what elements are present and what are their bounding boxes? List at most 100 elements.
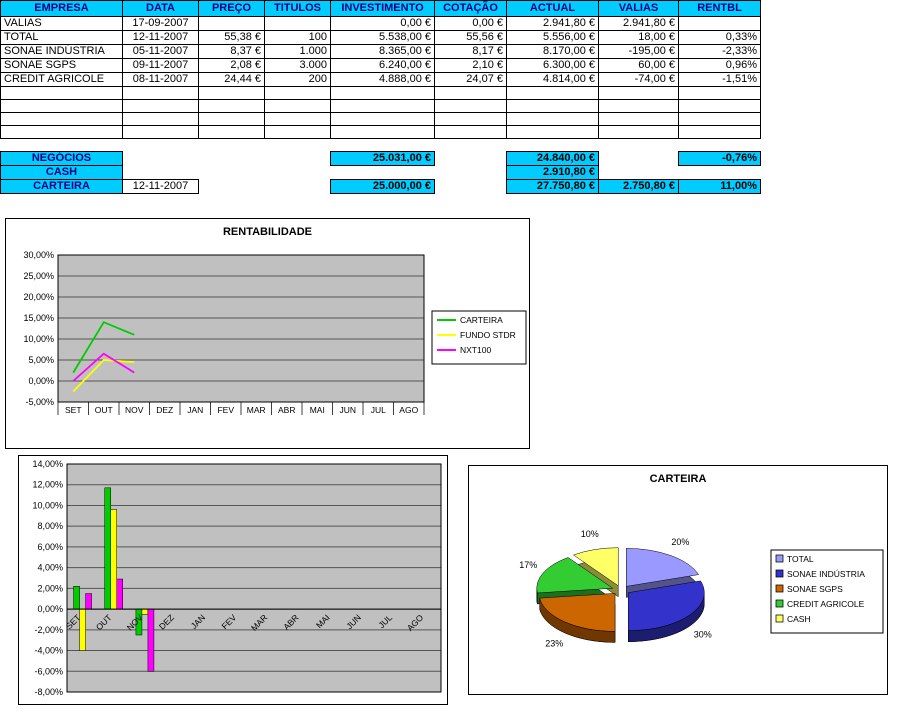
table-cell[interactable]	[264, 112, 331, 126]
table-cell[interactable]	[265, 166, 331, 180]
table-cell[interactable]	[506, 86, 599, 100]
monthly-returns-bar-chart[interactable]: -8,00% -6,00% -4,00% -2,00% 0,00% 2,00% 4,00% 6…	[18, 455, 448, 705]
table-cell[interactable]	[122, 99, 199, 113]
table-cell[interactable]	[264, 86, 331, 100]
table-cell[interactable]: 55,56 €	[434, 30, 507, 45]
table-cell[interactable]: 2.941,80 €	[506, 16, 599, 31]
table-cell[interactable]	[0, 86, 123, 100]
column-header[interactable]: RENTBL	[678, 0, 761, 17]
rentabilidade-line-chart[interactable]: RENTABILIDADE -5,00% 0,00% 5,00% 10,00% 15,0…	[5, 218, 530, 449]
table-cell[interactable]: 4.814,00 €	[506, 72, 599, 87]
table-cell[interactable]	[265, 180, 331, 194]
table-cell[interactable]	[598, 112, 679, 126]
table-cell[interactable]	[198, 112, 265, 126]
table-cell[interactable]	[434, 99, 507, 113]
table-cell[interactable]	[265, 152, 331, 166]
table-cell[interactable]: -74,00 €	[598, 72, 679, 87]
table-cell[interactable]	[122, 112, 199, 126]
table-cell[interactable]: 08-11-2007	[122, 72, 199, 87]
table-cell[interactable]	[598, 86, 679, 100]
table-cell[interactable]: 24,44 €	[198, 72, 265, 87]
table-cell[interactable]	[678, 125, 761, 139]
table-cell[interactable]: 11,00%	[678, 179, 761, 194]
table-cell[interactable]: 09-11-2007	[122, 58, 199, 73]
table-cell[interactable]: 8,17 €	[434, 44, 507, 59]
column-header[interactable]: TITULOS	[264, 0, 331, 17]
table-cell[interactable]	[122, 86, 199, 100]
table-cell[interactable]: 6.240,00 €	[330, 58, 435, 73]
table-cell[interactable]: 8.170,00 €	[506, 44, 599, 59]
table-cell[interactable]	[0, 125, 123, 139]
table-cell[interactable]: 0,00 €	[330, 16, 435, 31]
table-cell[interactable]	[434, 125, 507, 139]
table-cell[interactable]: 2,08 €	[198, 58, 265, 73]
table-cell[interactable]: -195,00 €	[598, 44, 679, 59]
table-cell[interactable]	[199, 166, 265, 180]
table-cell[interactable]	[598, 125, 679, 139]
table-cell[interactable]: 05-11-2007	[122, 44, 199, 59]
table-cell[interactable]: 12-11-2007	[122, 30, 199, 45]
column-header[interactable]: EMPRESA	[0, 0, 123, 17]
table-cell[interactable]	[678, 86, 761, 100]
table-cell[interactable]	[330, 99, 435, 113]
column-header[interactable]: INVESTIMENTO	[330, 0, 435, 17]
table-cell[interactable]: 27.750,80 €	[506, 179, 599, 194]
table-cell[interactable]: 55,38 €	[198, 30, 265, 45]
table-cell[interactable]	[598, 99, 679, 113]
table-cell[interactable]: 200	[264, 72, 331, 87]
table-cell[interactable]: -1,51%	[678, 72, 761, 87]
column-header[interactable]: PREÇO	[198, 0, 265, 17]
carteira-pie-chart[interactable]: CARTEIRA 20% 30% 23% 17% 10% TOTAL SONAE INDÚS…	[468, 465, 888, 695]
table-cell[interactable]: 17-09-2007	[122, 16, 199, 31]
table-cell[interactable]: CARTEIRA	[0, 179, 123, 194]
table-cell[interactable]: 18,00 €	[598, 30, 679, 45]
table-cell[interactable]	[679, 166, 761, 180]
table-cell[interactable]	[264, 125, 331, 139]
table-cell[interactable]: 1.000	[264, 44, 331, 59]
column-header[interactable]: COTAÇÃO	[434, 0, 507, 17]
table-cell[interactable]	[434, 86, 507, 100]
table-cell[interactable]: 60,00 €	[598, 58, 679, 73]
table-cell[interactable]	[199, 180, 265, 194]
table-cell[interactable]: VALIAS	[0, 16, 123, 31]
table-cell[interactable]	[678, 112, 761, 126]
table-cell[interactable]	[506, 125, 599, 139]
table-cell[interactable]: 3.000	[264, 58, 331, 73]
table-cell[interactable]: 2.910,80 €	[506, 165, 599, 180]
table-cell[interactable]	[264, 16, 331, 31]
table-cell[interactable]	[331, 166, 435, 180]
table-cell[interactable]: 2.750,80 €	[598, 179, 679, 194]
table-cell[interactable]	[599, 152, 679, 166]
column-header[interactable]: VALIAS	[598, 0, 679, 17]
table-cell[interactable]	[330, 112, 435, 126]
table-cell[interactable]	[123, 152, 199, 166]
table-cell[interactable]: CREDIT AGRICOLE	[0, 72, 123, 87]
table-cell[interactable]	[678, 99, 761, 113]
table-cell[interactable]: 5.556,00 €	[506, 30, 599, 45]
table-cell[interactable]: NEGÓCIOS	[0, 151, 123, 166]
table-cell[interactable]	[599, 166, 679, 180]
table-cell[interactable]	[199, 152, 265, 166]
table-cell[interactable]: 6.300,00 €	[506, 58, 599, 73]
table-cell[interactable]: 4.888,00 €	[330, 72, 435, 87]
table-cell[interactable]	[434, 112, 507, 126]
table-cell[interactable]: 0,96%	[678, 58, 761, 73]
table-cell[interactable]: 8,37 €	[198, 44, 265, 59]
column-header[interactable]: ACTUAL	[506, 0, 599, 17]
table-cell[interactable]: 24,07 €	[434, 72, 507, 87]
table-cell[interactable]	[330, 86, 435, 100]
table-cell[interactable]	[435, 180, 507, 194]
table-cell[interactable]	[122, 125, 199, 139]
table-cell[interactable]	[435, 152, 507, 166]
table-cell[interactable]	[678, 16, 761, 31]
table-cell[interactable]: 2.941,80 €	[598, 16, 679, 31]
table-cell[interactable]: 2,10 €	[434, 58, 507, 73]
table-cell[interactable]: -2,33%	[678, 44, 761, 59]
table-cell[interactable]: 0,00 €	[434, 16, 507, 31]
table-cell[interactable]	[330, 125, 435, 139]
table-cell[interactable]	[0, 112, 123, 126]
table-cell[interactable]	[123, 166, 199, 180]
table-cell[interactable]: 24.840,00 €	[506, 151, 599, 166]
table-cell[interactable]: 100	[264, 30, 331, 45]
table-cell[interactable]	[198, 16, 265, 31]
